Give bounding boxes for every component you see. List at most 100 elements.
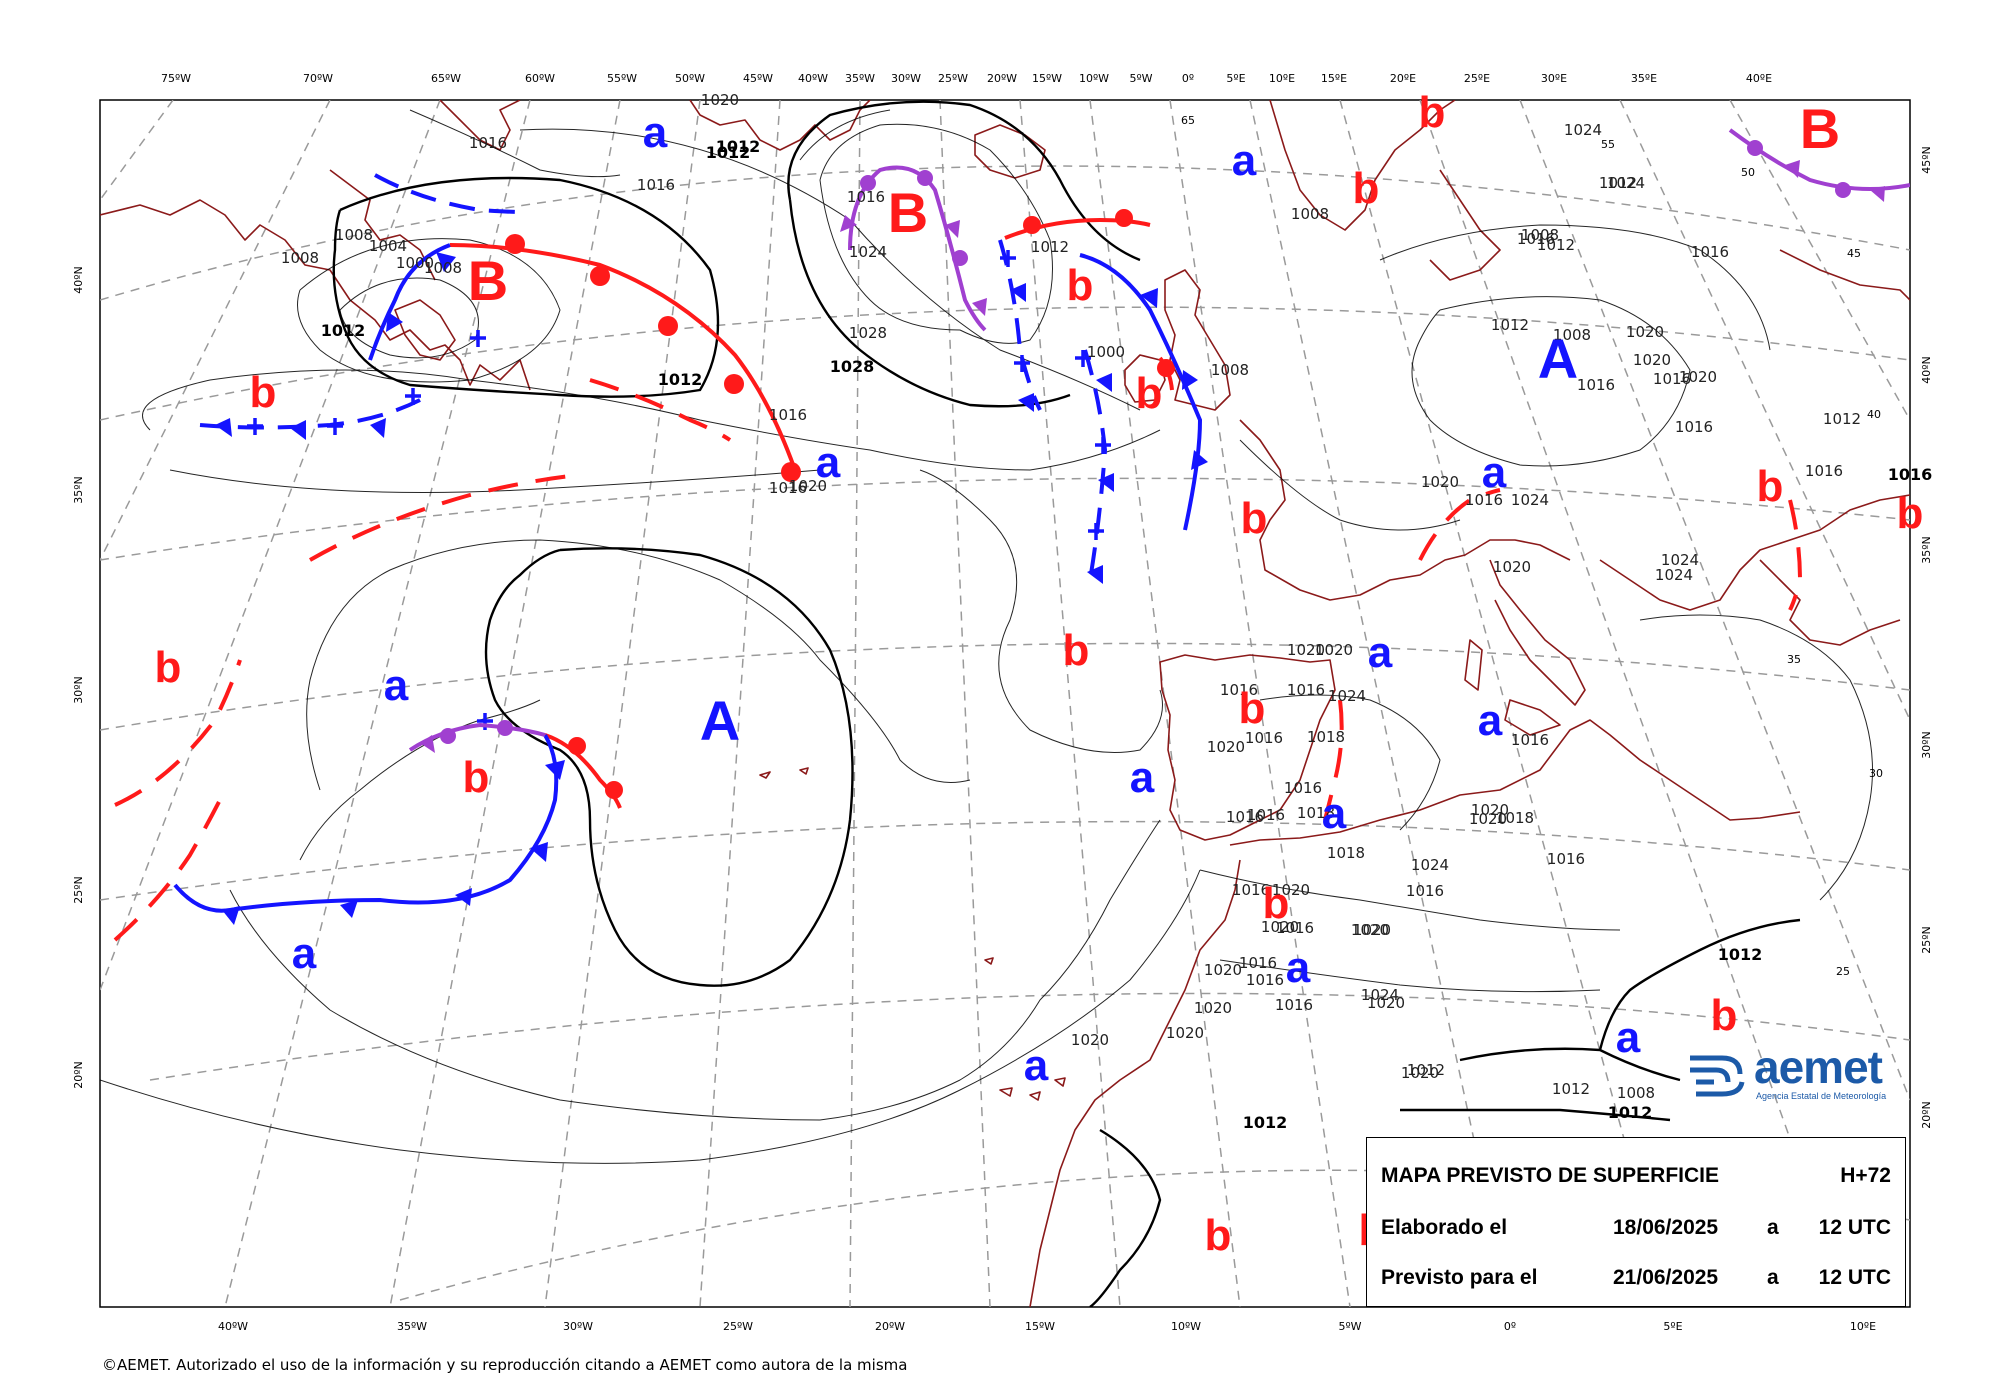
isobar-value-label: 1016: [1226, 808, 1264, 826]
isobar: [519, 128, 1141, 411]
isobar-value-label: 1008: [335, 226, 373, 244]
isobar-value-label: 1020: [1469, 810, 1507, 828]
cold-front-triangle: [340, 900, 358, 918]
occluded-bead: [1747, 140, 1763, 156]
isobar-value-label: 1012: [321, 321, 366, 340]
coastlines: [100, 100, 1910, 1307]
isobar-value-label: 1016: [1888, 465, 1933, 484]
occluded-bead: [917, 170, 933, 186]
longitude-label: 10ºE: [1269, 72, 1295, 85]
isobar-value-label: 1018: [1297, 804, 1335, 822]
forecast-info-box: MAPA PREVISTO DE SUPERFICIE H+72 Elabora…: [1366, 1137, 1906, 1307]
isobar-value-label: 1012: [706, 143, 751, 162]
isobar: [1219, 959, 1601, 993]
high-pressure-label: a: [1368, 628, 1393, 677]
isobar-value-label: 1012: [1552, 1080, 1590, 1098]
longitude-label: 40ºW: [218, 1320, 248, 1333]
isobar-1012-central: [787, 100, 1141, 262]
longitude-label: 25ºW: [723, 1320, 753, 1333]
isobar: [339, 277, 479, 359]
dashed-front-central-b: [1083, 349, 1108, 581]
high-pressure-label: a: [1232, 136, 1257, 185]
coast-iceland: [974, 124, 1046, 179]
isobar-value-label: 1024: [1361, 986, 1399, 1004]
isobar-value-label: 1000: [1087, 343, 1125, 361]
parallel-line: [100, 642, 1910, 731]
low-pressure-label: b: [1205, 1211, 1232, 1260]
isobar-value-label: 1020: [1493, 558, 1531, 576]
isobars-bold: [332, 100, 1801, 1307]
isobar: [1239, 439, 1461, 531]
isobar: [409, 109, 621, 178]
map-frame: [99, 99, 1911, 1308]
aemet-logo-mark: [1690, 1055, 1745, 1097]
graticule-inline-label: 50: [1741, 166, 1755, 179]
meridian-line: [1419, 100, 1851, 1307]
longitude-label: 35ºW: [845, 72, 875, 85]
coast-balkans: [1599, 494, 1910, 646]
occluded-bead: [952, 250, 968, 266]
longitude-label: 70ºW: [303, 72, 333, 85]
isobar-value-label: 1020: [1261, 918, 1299, 936]
isobar-value-label: 1020: [1071, 1031, 1109, 1049]
meridian-line: [1169, 100, 1351, 1307]
low-pressure-label: b: [1067, 261, 1094, 310]
isobar-value-label: 1016: [1246, 971, 1284, 989]
isobar-value-label: 1020: [1471, 801, 1509, 819]
coast-north-africa: [1029, 719, 1801, 1307]
graticule-inline-label: 45: [1847, 247, 1861, 260]
graticule-inline-label: 40: [1867, 408, 1881, 421]
low-pressure-label: B: [888, 181, 928, 244]
isobar-value-label: 1020: [1633, 351, 1671, 369]
made-at: a: [1767, 1216, 1779, 1239]
low-pressure-label: b: [1263, 879, 1290, 928]
isobar-1012-nw: [332, 176, 720, 398]
latitude-label: 20ºN: [72, 1061, 85, 1088]
longitude-labels-bottom: 40ºW 35ºW 30ºW 25ºW 20ºW 15ºW 10ºW 5ºW 0º 5ºE 10ºE: [218, 1320, 1876, 1333]
coast-greenland: [689, 100, 871, 151]
latitude-label: 35ºN: [1920, 536, 1933, 563]
longitude-label: 20ºE: [1390, 72, 1416, 85]
warm-front-bead: [590, 266, 610, 286]
high-pressure-label: a: [643, 108, 668, 157]
isobar-1012-sahara-s: [1400, 1108, 1671, 1122]
isobar-value-label: 1020: [1207, 738, 1245, 756]
cold-front-triangle: [386, 312, 403, 332]
isobar: [169, 469, 821, 493]
low-pressure-label: b: [1063, 626, 1090, 675]
cross-mark: [1075, 350, 1091, 367]
cross-mark: [470, 330, 486, 347]
isobar-value-label: 1016: [1691, 243, 1729, 261]
low-pressure-label: B: [468, 249, 508, 312]
parallel-line: [100, 820, 1910, 901]
isobar-value-label: 1024: [1328, 687, 1366, 705]
low-pressure-label: B: [1800, 97, 1840, 160]
dashed-front-triangle: [1010, 283, 1026, 302]
cold-front-triangle: [545, 760, 565, 780]
coast-canaries: [999, 1077, 1066, 1101]
isobar: [1199, 869, 1621, 931]
isobars-thin: [100, 109, 1873, 1164]
isobar-value-label: 1016: [1247, 806, 1285, 824]
graticule-inline-label: 35: [1787, 653, 1801, 666]
longitude-label: 40ºW: [798, 72, 828, 85]
latitude-labels-left: 40ºN 35ºN 30ºN 25ºN 20ºN: [72, 266, 85, 1088]
front-crosses: [247, 250, 1111, 730]
warm-front-bead: [658, 316, 678, 336]
isobar-value-label: 1012: [1243, 1113, 1288, 1132]
isobar-value-label: 1012: [716, 137, 761, 156]
dashed-front-triangle: [215, 418, 232, 437]
isobar-value-label: 1016: [1675, 418, 1713, 436]
longitude-label: 30ºW: [891, 72, 921, 85]
low-pressure-label: b: [155, 643, 182, 692]
cold-front-triangle: [455, 888, 472, 906]
longitude-label: 15ºW: [1032, 72, 1062, 85]
isobar: [100, 869, 1201, 1164]
graticule-inline-label: 55: [1601, 138, 1615, 151]
isobar-value-label: 1016: [1511, 731, 1549, 749]
occluded-bead: [440, 728, 456, 744]
cross-mark: [1095, 437, 1111, 454]
low-pressure-label: b: [1353, 164, 1380, 213]
dashed-front-triangle: [1098, 473, 1114, 492]
cross-mark: [1014, 355, 1030, 372]
